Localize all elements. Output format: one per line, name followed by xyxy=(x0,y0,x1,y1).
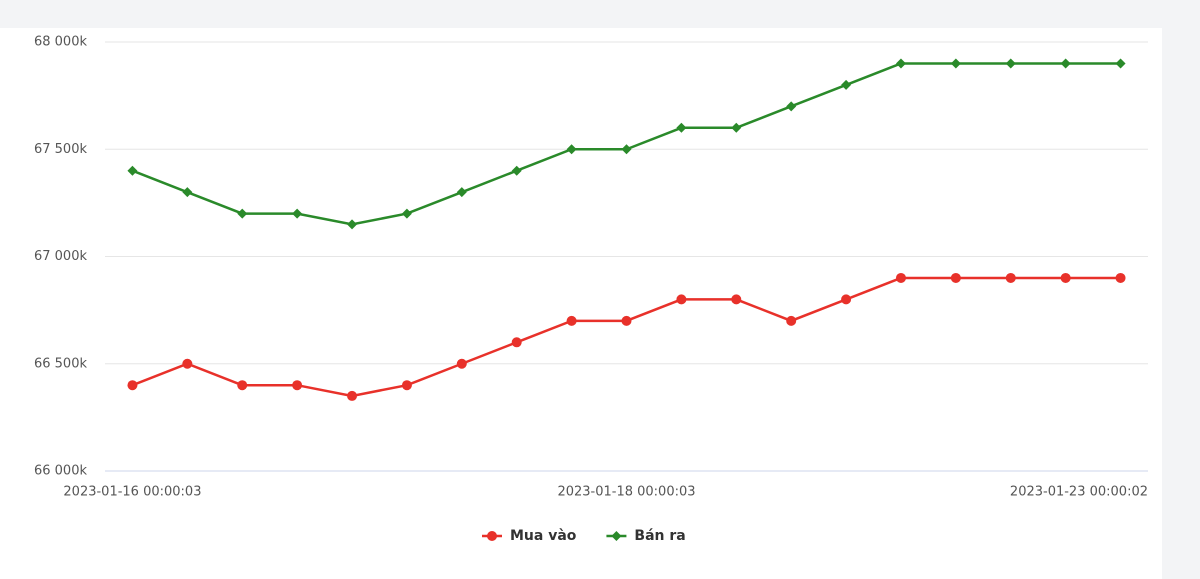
point-marker xyxy=(786,315,797,326)
point-marker xyxy=(127,380,138,391)
point-marker xyxy=(895,272,906,283)
point-marker xyxy=(1115,58,1126,69)
point-marker xyxy=(950,58,961,69)
point-marker xyxy=(511,337,522,348)
point-marker xyxy=(237,380,248,391)
point-marker xyxy=(182,358,193,369)
point-marker xyxy=(182,187,193,198)
point-marker xyxy=(1060,272,1071,283)
point-marker xyxy=(456,358,467,369)
y-tick-label: 66 500k xyxy=(34,356,87,371)
point-marker xyxy=(1115,272,1126,283)
point-marker xyxy=(237,208,248,219)
legend-label: Bán ra xyxy=(634,528,685,544)
point-marker xyxy=(347,390,358,401)
chart-panel xyxy=(0,28,1162,579)
point-marker xyxy=(841,79,852,90)
point-marker xyxy=(676,122,687,133)
point-marker xyxy=(566,144,577,155)
x-tick-label: 2023-01-23 00:00:02 xyxy=(1010,485,1148,500)
point-marker xyxy=(401,380,412,391)
point-marker xyxy=(621,144,632,155)
point-marker xyxy=(1005,272,1016,283)
point-marker xyxy=(731,294,742,305)
x-tick-label: 2023-01-18 00:00:03 xyxy=(557,485,695,500)
point-marker xyxy=(127,165,138,176)
point-marker xyxy=(456,187,467,198)
point-marker xyxy=(950,272,961,283)
legend-marker xyxy=(611,531,622,541)
y-tick-label: 67 000k xyxy=(34,249,87,264)
point-marker xyxy=(621,315,632,326)
point-marker xyxy=(786,101,797,112)
y-tick-label: 68 000k xyxy=(34,35,87,50)
point-marker xyxy=(676,294,687,305)
point-marker xyxy=(841,294,852,305)
point-marker xyxy=(731,122,742,133)
y-tick-label: 67 500k xyxy=(34,142,87,157)
legend-marker xyxy=(487,531,497,541)
point-marker xyxy=(292,380,303,391)
point-marker xyxy=(292,208,303,219)
point-marker xyxy=(895,58,906,69)
legend: Mua vào Bán ra xyxy=(482,528,686,544)
point-marker xyxy=(1005,58,1016,69)
legend-label: Mua vào xyxy=(510,528,577,544)
x-tick-label: 2023-01-16 00:00:03 xyxy=(63,485,201,500)
point-marker xyxy=(1060,58,1071,69)
point-marker xyxy=(566,315,577,326)
point-marker xyxy=(511,165,522,176)
y-tick-label: 66 000k xyxy=(34,464,87,479)
point-marker xyxy=(347,219,358,230)
point-marker xyxy=(401,208,412,219)
